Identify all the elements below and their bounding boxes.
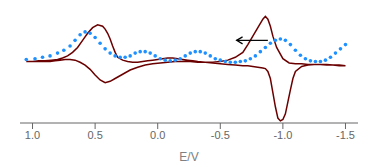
svg-text:E/V: E/V [179,150,198,164]
svg-text:-1.5: -1.5 [336,129,355,141]
svg-text:0.0: 0.0 [150,129,165,141]
svg-text:1.0: 1.0 [25,129,40,141]
svg-text:-1.0: -1.0 [273,129,292,141]
svg-text:0.5: 0.5 [87,129,102,141]
svg-text:-0.5: -0.5 [211,129,230,141]
